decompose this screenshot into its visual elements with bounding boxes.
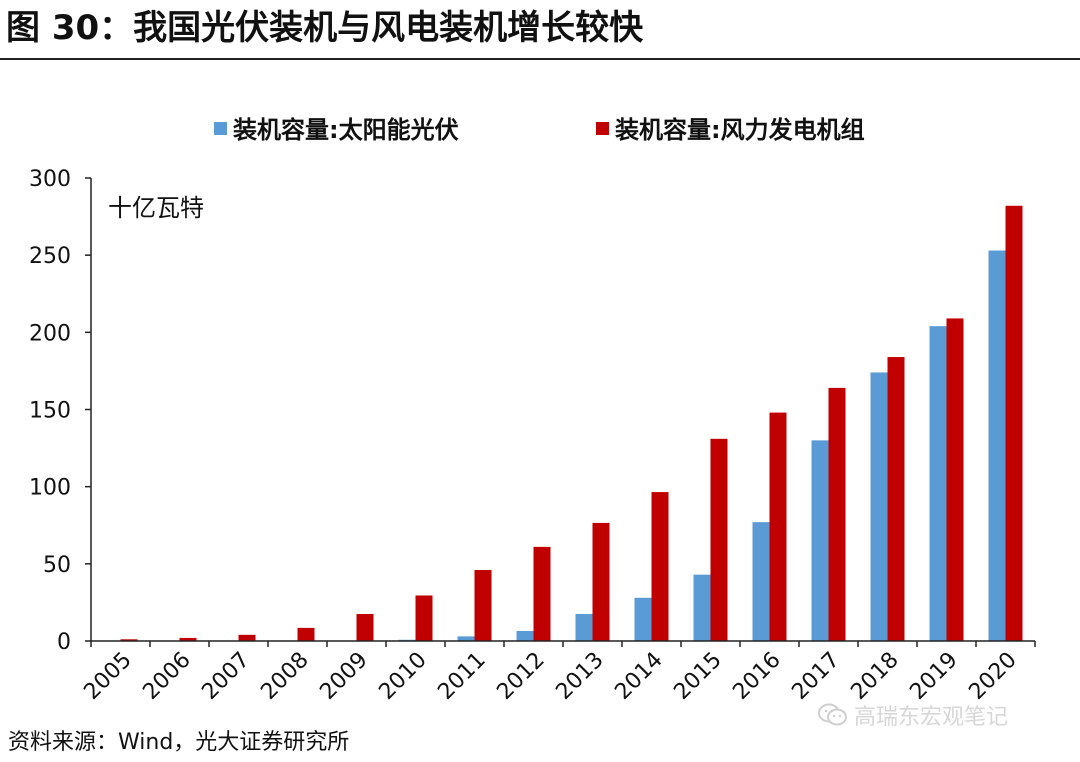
x-tick-label: 2010 <box>374 648 431 705</box>
x-tick-label: 2012 <box>492 648 549 705</box>
bar-wind-2016 <box>769 412 787 641</box>
x-tick-label: 2015 <box>669 648 726 705</box>
y-tick-label: 50 <box>43 553 71 578</box>
watermark: 高瑞东宏观笔记 <box>818 700 1008 730</box>
y-tick-label: 100 <box>29 476 71 501</box>
bar-solar-2016 <box>752 522 770 641</box>
y-tick-label: 200 <box>29 321 71 346</box>
y-axis: 0 50 100 150 200 250 300 <box>29 167 92 655</box>
y-tick-label: 250 <box>29 244 71 269</box>
x-tick-label: 2017 <box>787 648 844 705</box>
bar-wind-2018 <box>887 357 905 641</box>
bar-solar-2018 <box>870 372 888 641</box>
bar-wind-2006 <box>179 637 197 641</box>
x-tick-label: 2008 <box>256 648 313 705</box>
x-tick-label: 2011 <box>433 648 490 705</box>
bar-wind-2020 <box>1005 205 1023 641</box>
legend-swatch-wind <box>596 122 609 135</box>
legend-swatch-solar <box>214 122 227 135</box>
bar-wind-2009 <box>356 613 374 641</box>
bar-solar-2011 <box>457 636 475 641</box>
x-tick-label: 2006 <box>138 648 195 705</box>
bar-solar-2012 <box>516 630 534 641</box>
bar-wind-2019 <box>946 318 964 641</box>
y-tick-label: 0 <box>57 630 71 655</box>
x-tick-label: 2009 <box>315 648 372 705</box>
x-tick-label: 2019 <box>905 648 962 705</box>
x-tick-label: 2018 <box>846 648 903 705</box>
x-tick-label: 2013 <box>551 648 608 705</box>
x-tick-label: 2016 <box>728 648 785 705</box>
legend-label-wind: 装机容量:风力发电机组 <box>615 116 865 144</box>
bar-solar-2014 <box>634 597 652 641</box>
figure-title: 图 30：我国光伏装机与风电装机增长较快 <box>6 8 644 48</box>
bar-wind-2015 <box>710 438 728 641</box>
x-tick-label: 2014 <box>610 648 667 705</box>
legend: 装机容量:太阳能光伏 装机容量:风力发电机组 <box>214 116 865 144</box>
legend-label-solar: 装机容量:太阳能光伏 <box>233 116 459 144</box>
unit-label: 十亿瓦特 <box>108 194 204 222</box>
bar-wind-2013 <box>592 522 610 641</box>
x-tick-label: 2007 <box>197 648 254 705</box>
x-tick-label: 2020 <box>964 648 1021 705</box>
bar-wind-2010 <box>415 595 433 641</box>
bar-wind-2011 <box>474 570 492 641</box>
y-tick-label: 150 <box>29 399 71 424</box>
title-rule <box>0 58 1080 60</box>
bar-wind-2008 <box>297 627 315 641</box>
bar-solar-2020 <box>988 250 1006 642</box>
source-note: 资料来源：Wind，光大证券研究所 <box>8 730 350 755</box>
bar-wind-2014 <box>651 492 669 641</box>
bar-solar-2017 <box>811 440 829 641</box>
x-tick-label: 2005 <box>79 648 136 705</box>
bar-wind-2017 <box>828 387 846 641</box>
bar-solar-2015 <box>693 574 711 641</box>
bar-wind-2007 <box>238 634 256 641</box>
y-tick-label: 300 <box>29 167 71 192</box>
bar-wind-2005 <box>120 639 138 641</box>
bar-solar-2019 <box>929 326 947 641</box>
watermark-text: 高瑞东宏观笔记 <box>854 705 1009 730</box>
x-axis: 2005 2006 2007 2008 2009 2010 2011 2012 2013 2014… <box>79 640 1036 705</box>
bars-group <box>103 205 1023 642</box>
wechat-icon <box>818 703 847 726</box>
bar-wind-2012 <box>533 546 551 641</box>
bar-solar-2013 <box>575 613 593 641</box>
